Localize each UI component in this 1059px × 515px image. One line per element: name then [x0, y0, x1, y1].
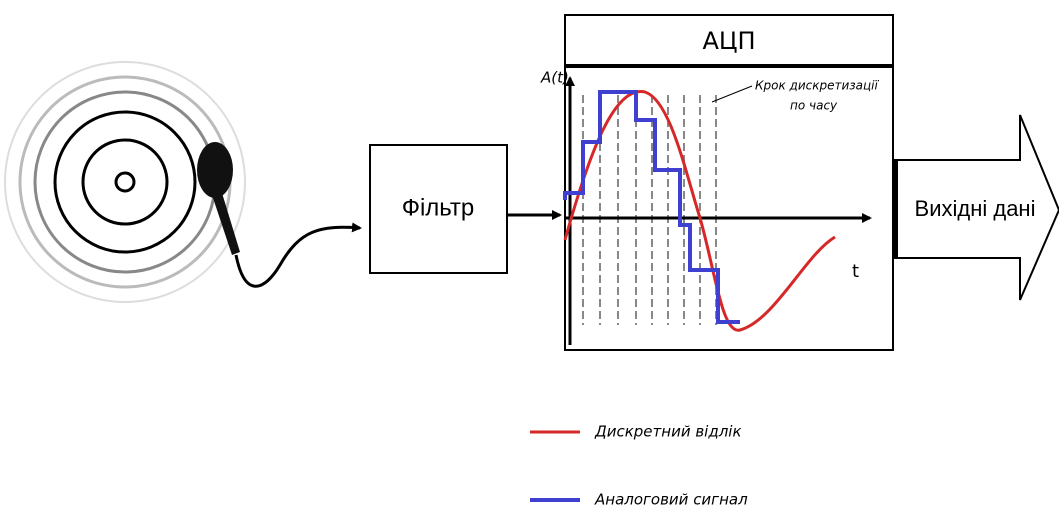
analog-staircase	[563, 90, 740, 324]
filter-box	[369, 144, 508, 274]
annotation: по часу	[790, 99, 838, 113]
discrete-curve	[563, 90, 836, 332]
annotation: Крок дискретизації	[755, 79, 880, 93]
legend-label: Аналоговий сигнал	[594, 491, 748, 509]
x-axis-label: t	[852, 261, 859, 282]
annotation-pointer	[711, 85, 753, 103]
output-arrow	[892, 114, 1059, 301]
output-label: Вихідні дані	[915, 196, 1036, 221]
sample-lines	[582, 95, 717, 325]
adc-title: АЦП	[702, 27, 755, 55]
filter-label: Фільтр	[402, 194, 475, 221]
legend-label: Дискретний відлік	[594, 423, 742, 441]
adc-box	[564, 14, 894, 351]
microphone	[197, 142, 362, 288]
y-axis-label: A(t)	[540, 69, 569, 87]
